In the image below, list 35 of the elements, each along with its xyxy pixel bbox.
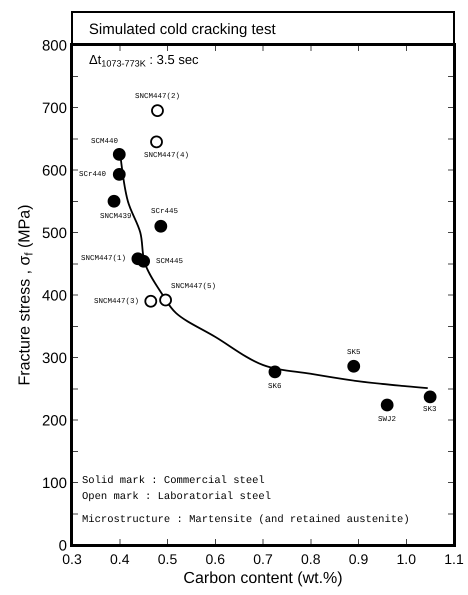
point <box>268 365 282 378</box>
point <box>137 254 150 268</box>
annotation: Solid mark : Commercial steel <box>82 475 265 487</box>
y-tick-label: 200 <box>42 412 67 430</box>
point <box>112 148 126 161</box>
y-tick-label: 700 <box>42 100 67 117</box>
y-tick-label: 800 <box>42 37 67 54</box>
y-tick-label: 100 <box>42 474 67 492</box>
x-tick-label: 0.8 <box>301 550 321 567</box>
y-tick-label: 400 <box>42 287 67 304</box>
y-tick-label: 600 <box>42 162 67 180</box>
point <box>159 294 172 306</box>
x-axis-title: Carbon content (wt.%) <box>183 570 343 587</box>
text: Δt$_{1073-773K}$ : 3.5 sec <box>89 52 200 69</box>
point <box>154 220 168 233</box>
point <box>112 168 126 181</box>
annotation: Open mark : Laboratorial steel <box>82 491 272 503</box>
point <box>424 390 437 404</box>
y-tick-label: 300 <box>42 350 67 367</box>
x-tick-label: 1.1 <box>444 550 464 567</box>
point <box>380 398 394 412</box>
x-tick-label: 0.6 <box>206 550 226 567</box>
point <box>347 360 360 373</box>
point <box>108 194 120 208</box>
x-tick-label: 1.0 <box>396 550 416 567</box>
x-tick-label: 0.5 <box>158 550 178 567</box>
y-tick-label: 500 <box>42 224 67 242</box>
point <box>151 104 164 118</box>
x-tick-label: 0.4 <box>110 550 130 567</box>
x-tick-label: 0.7 <box>253 550 273 567</box>
annotation: Microstructure : Martensite (and retained austenite) <box>82 514 410 526</box>
point <box>150 135 163 148</box>
chart-title: Simulated cold cracking test <box>88 20 277 38</box>
point <box>144 294 158 308</box>
x-tick-label: 0.9 <box>348 550 368 567</box>
